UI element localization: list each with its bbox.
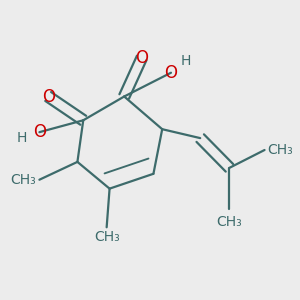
- Text: H: H: [17, 131, 27, 145]
- Text: CH₃: CH₃: [11, 173, 37, 187]
- Text: CH₃: CH₃: [94, 230, 119, 244]
- Text: H: H: [180, 54, 191, 68]
- Text: O: O: [135, 49, 148, 67]
- Text: O: O: [164, 64, 178, 82]
- Text: O: O: [42, 88, 55, 106]
- Text: CH₃: CH₃: [217, 215, 242, 230]
- Text: CH₃: CH₃: [268, 143, 293, 157]
- Text: O: O: [33, 123, 46, 141]
